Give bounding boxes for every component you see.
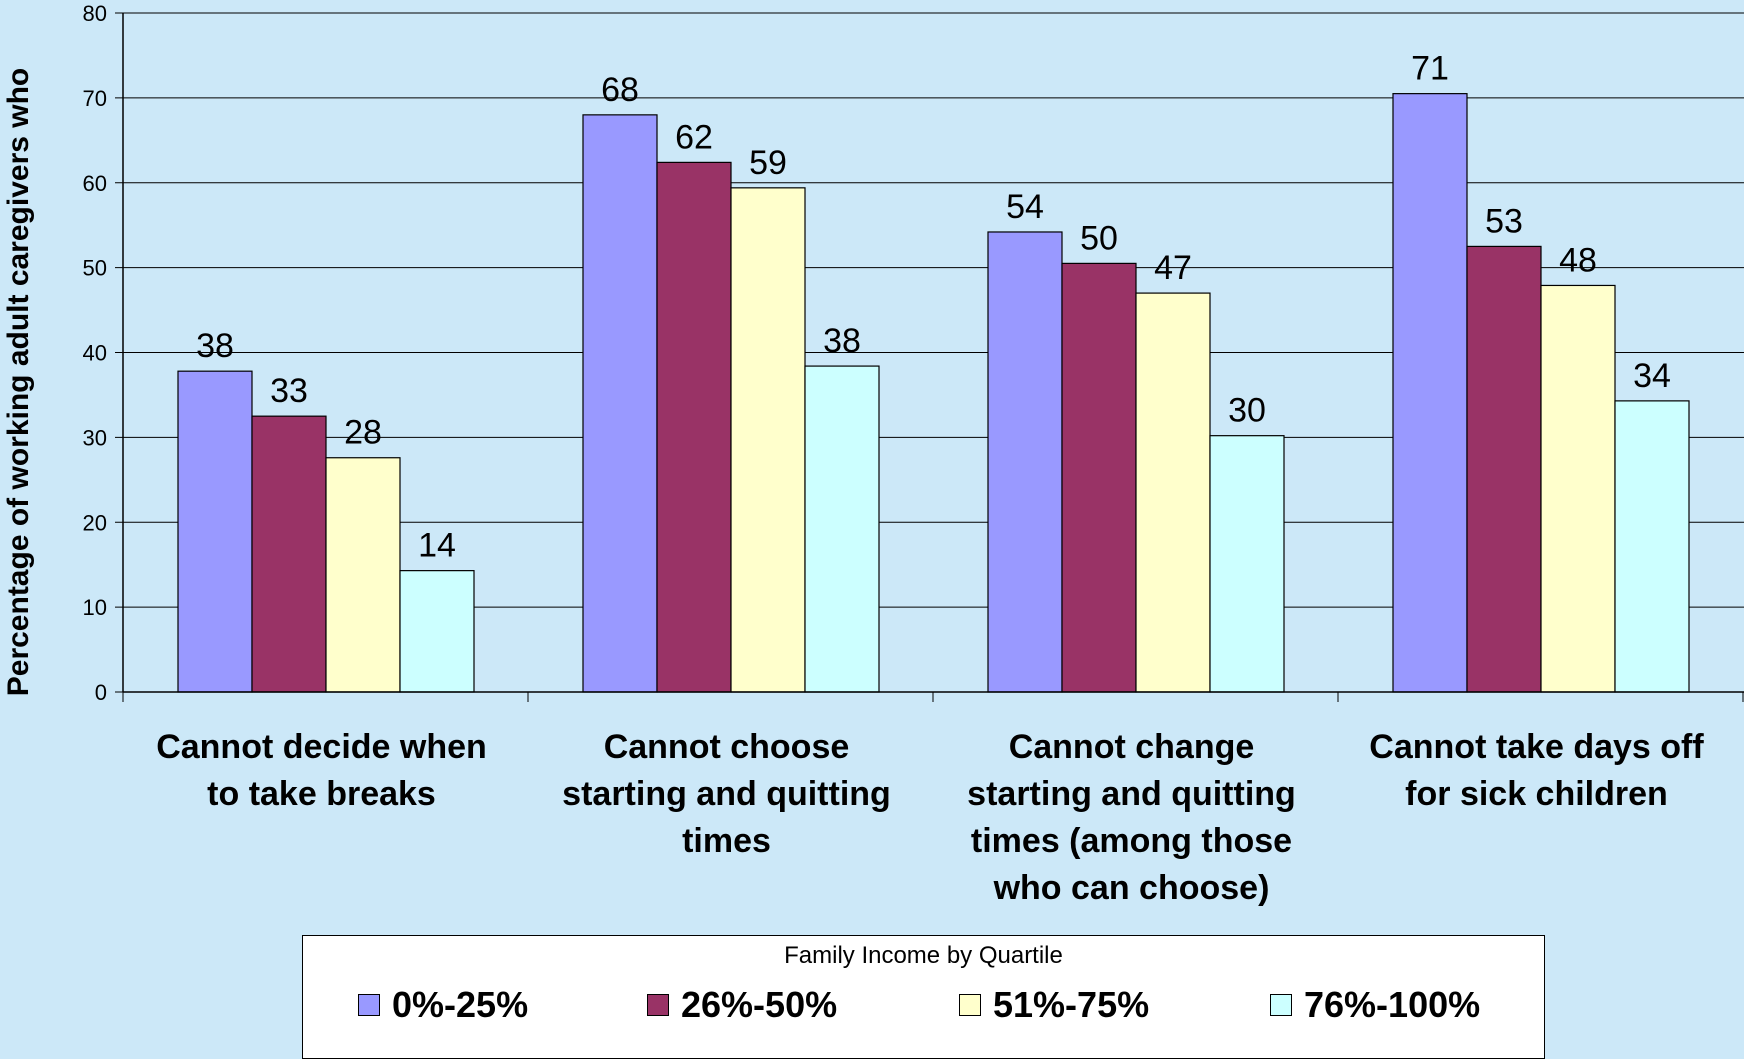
y-tick-label: 10 [83,595,107,620]
bars [177,93,1690,693]
y-tick-label: 60 [83,171,107,196]
data-label: 28 [344,414,382,452]
data-label: 54 [1006,188,1044,226]
data-label: 53 [1485,202,1523,240]
legend-item: 0%-25% [358,980,528,1030]
bar [582,114,658,693]
bar [177,370,253,693]
category-label: Cannot change starting and quitting times … [967,728,1296,907]
legend-label: 51%-75% [993,984,1150,1025]
legend-item: 51%-75% [959,980,1149,1030]
bar [656,161,732,693]
category-label-line: Cannot change [1009,728,1255,766]
bar [1061,262,1137,693]
category-label-line: times [682,822,771,860]
category-label-line: for sick children [1405,775,1668,813]
y-tick-label: 70 [83,86,107,111]
data-label: 38 [196,327,234,365]
data-label: 62 [675,118,713,156]
legend-swatch [358,994,380,1016]
category-label-line: to take breaks [207,775,436,813]
bar [1614,400,1690,693]
legend-swatch [647,994,669,1016]
bar [987,231,1063,693]
category-label-line: Cannot decide when [156,728,487,766]
y-axis-label: Percentage of working adult caregivers w… [2,68,35,697]
y-tick-label: 40 [83,341,107,366]
legend-item: 26%-50% [647,980,837,1030]
y-tick-label: 80 [83,1,107,26]
category-label: Cannot decide when to take breaks [156,728,487,813]
y-tick-label: 0 [95,680,107,705]
legend-title: Family Income by Quartile [784,942,1063,969]
bar [1135,292,1211,693]
legend: Family Income by Quartile 0%-25% 26%-50% 5… [302,935,1545,1059]
category-label-line: who can choose) [993,869,1270,907]
bar [1540,284,1616,693]
labels: 0 10 20 30 40 50 60 70 80 38 33 28 14 Cannot decide w… [2,1,1704,907]
category-label-line: times (among those [971,822,1292,860]
data-label: 71 [1411,50,1449,88]
bar [1392,93,1468,693]
legend-swatch [1270,994,1292,1016]
legend-label: 0%-25% [392,984,529,1025]
category-label: Cannot take days off for sick children [1369,728,1704,813]
data-label: 34 [1633,357,1671,395]
data-label: 68 [601,71,639,109]
bar [804,365,880,693]
data-label: 47 [1154,249,1192,287]
category-label-line: Cannot choose [604,728,850,766]
y-tick-label: 30 [83,425,107,450]
data-label: 30 [1228,392,1266,430]
data-label: 59 [749,144,787,182]
bar [730,187,806,693]
legend-item: 76%-100% [1270,980,1480,1030]
bar [251,415,327,693]
bar [325,457,401,693]
data-label: 48 [1559,241,1597,279]
data-label: 33 [270,372,308,410]
category-label-line: starting and quitting [562,775,891,813]
legend-label: 26%-50% [681,984,838,1025]
bar [1209,435,1285,693]
bar [399,570,475,693]
data-label: 50 [1080,219,1118,257]
bar [1466,245,1542,693]
category-label-line: starting and quitting [967,775,1296,813]
y-tick-label: 50 [83,256,107,281]
data-label: 38 [823,322,861,360]
axes [115,12,1744,702]
category-label-line: Cannot take days off [1369,728,1704,766]
legend-label: 76%-100% [1304,984,1481,1025]
category-label: Cannot choose starting and quitting times [562,728,891,860]
legend-swatch [959,994,981,1016]
y-tick-label: 20 [83,510,107,535]
data-label: 14 [418,527,456,565]
